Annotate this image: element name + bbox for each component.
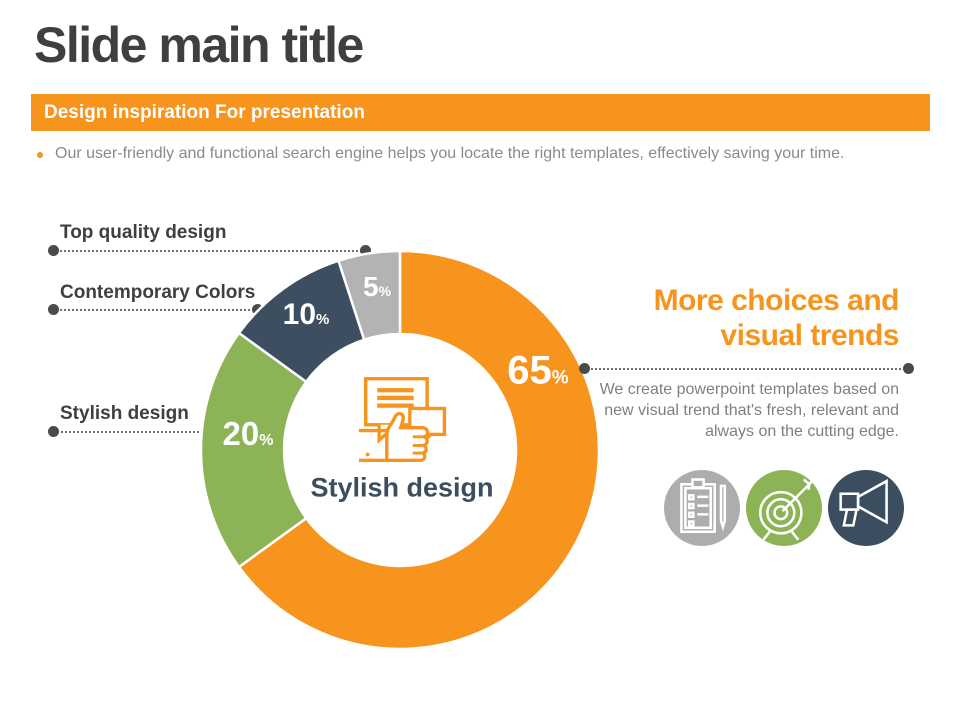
- right-heading-line1: More choices and: [653, 284, 900, 317]
- dart-fletching: [802, 477, 816, 490]
- percent-sign: %: [378, 283, 392, 299]
- thumbs-up-speech-bubble-icon: [358, 377, 447, 462]
- page-title: Slide main title: [34, 17, 364, 73]
- megaphone-handle: [842, 508, 859, 527]
- leader-dot: [48, 304, 59, 315]
- checklist-rows: [688, 494, 709, 527]
- segment-value-65: 65%: [507, 349, 568, 394]
- donut-center-label: Stylish design: [310, 472, 494, 503]
- subtitle-banner-text: Design inspiration For presentation: [44, 101, 365, 123]
- target-ring-outer: [758, 490, 803, 535]
- finger-lines: [412, 435, 423, 455]
- donut-chart: 65% 20% 10% 5% Stylish design: [200, 250, 600, 650]
- leader-line-stylish: [48, 426, 212, 437]
- leader-line-top-quality: [48, 245, 371, 256]
- bullet-item: Our user-friendly and functional search …: [37, 145, 917, 163]
- leader-dot: [360, 245, 371, 256]
- bubble-text-lines: [377, 388, 414, 408]
- megaphone-icon: [828, 470, 904, 546]
- leader-dot: [48, 245, 59, 256]
- segment-value-20: 20%: [223, 415, 274, 453]
- leader-line-more-choices: [579, 363, 914, 374]
- pencil: [719, 484, 727, 532]
- percent-sign: %: [259, 432, 274, 449]
- subtitle-banner: Design inspiration For presentation: [31, 94, 930, 131]
- segment-value-10: 10%: [283, 298, 330, 332]
- target-icon: [746, 470, 822, 546]
- segment-number: 65: [507, 348, 552, 393]
- dart-shaft: [781, 483, 811, 513]
- cuff-button: [365, 452, 370, 457]
- thumbs-up-hand: [385, 411, 430, 462]
- clipboard-clip: [691, 478, 705, 489]
- callout-label-top-quality: Top quality design: [60, 222, 227, 243]
- target-ring-inner: [773, 505, 789, 521]
- right-body-text: We create powerpoint templates based on …: [479, 379, 899, 442]
- segment-number: 20: [222, 415, 260, 452]
- target-legs: [762, 530, 800, 541]
- percent-sign: %: [551, 367, 569, 389]
- segment-number: 5: [362, 271, 379, 302]
- leader-dot: [48, 426, 59, 437]
- right-body-line3: always on the cutting edge.: [705, 423, 899, 440]
- clipboard-icon: [664, 470, 740, 546]
- donut-segment-5: [337, 250, 402, 341]
- callout-label-contemporary: Contemporary Colors: [60, 282, 256, 303]
- bullet-text: Our user-friendly and functional search …: [55, 145, 845, 162]
- donut-segment-20: [200, 331, 308, 569]
- leader-dot: [903, 363, 914, 374]
- icon-circle-bg: [828, 470, 904, 546]
- bullet-dot: [37, 152, 43, 158]
- segment-number: 10: [282, 298, 317, 331]
- segment-value-5: 5%: [363, 271, 391, 303]
- right-body-line1: We create powerpoint templates based on: [599, 381, 899, 398]
- target-ring-mid: [766, 498, 796, 528]
- donut-segment-65: [237, 250, 600, 650]
- right-heading: More choices and visual trends: [479, 283, 900, 353]
- callout-label-stylish: Stylish design: [60, 403, 189, 424]
- leader-dot: [579, 363, 590, 374]
- right-body-line2: new visual trend that's fresh, relevant …: [604, 402, 899, 419]
- donut-chart-svg: [200, 250, 600, 650]
- arm-lines: [358, 428, 387, 462]
- right-heading-line2: visual trends: [720, 319, 899, 352]
- percent-sign: %: [316, 311, 330, 328]
